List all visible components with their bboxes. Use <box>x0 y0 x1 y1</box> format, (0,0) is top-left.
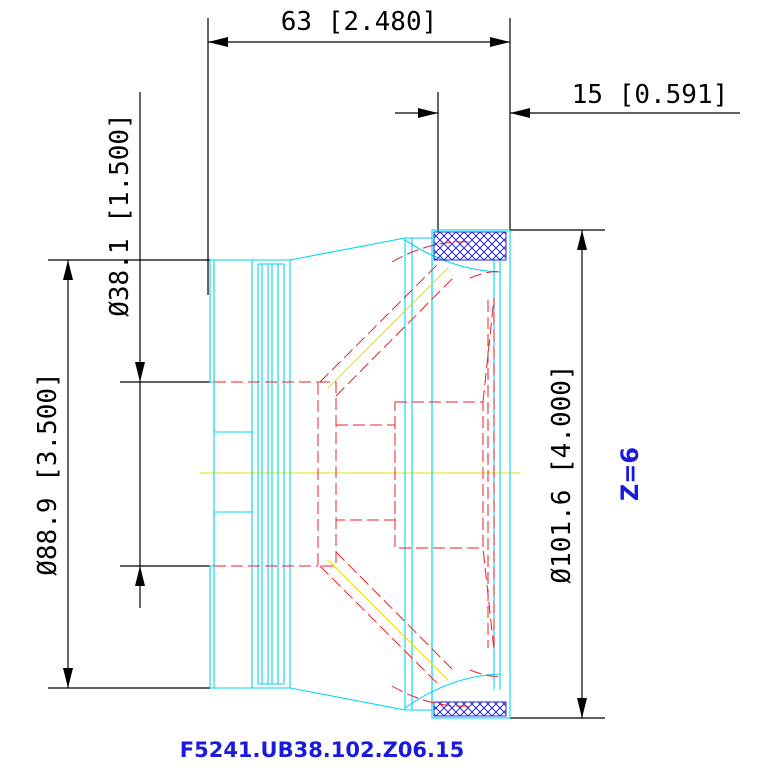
dim-outer-diameter: Ø101.6 [4.000] <box>547 364 577 583</box>
dim-hub-diameter: Ø88.9 [3.500] <box>33 372 63 576</box>
dim-bore-diameter: Ø38.1 [1.500] <box>105 113 135 317</box>
dim-flange-width: 15 [0.591] <box>572 80 729 110</box>
note-z: Z=6 <box>616 447 644 501</box>
dimension-arrows <box>63 37 587 718</box>
construction-lines <box>327 267 449 681</box>
flange-section-hatch <box>433 231 507 717</box>
part-outline <box>209 229 511 719</box>
part-number: F5241.UB38.102.Z06.15 <box>180 738 465 762</box>
hidden-lines <box>214 241 501 707</box>
dim-overall-length: 63 [2.480] <box>281 7 438 37</box>
dimension-lines <box>48 18 740 719</box>
